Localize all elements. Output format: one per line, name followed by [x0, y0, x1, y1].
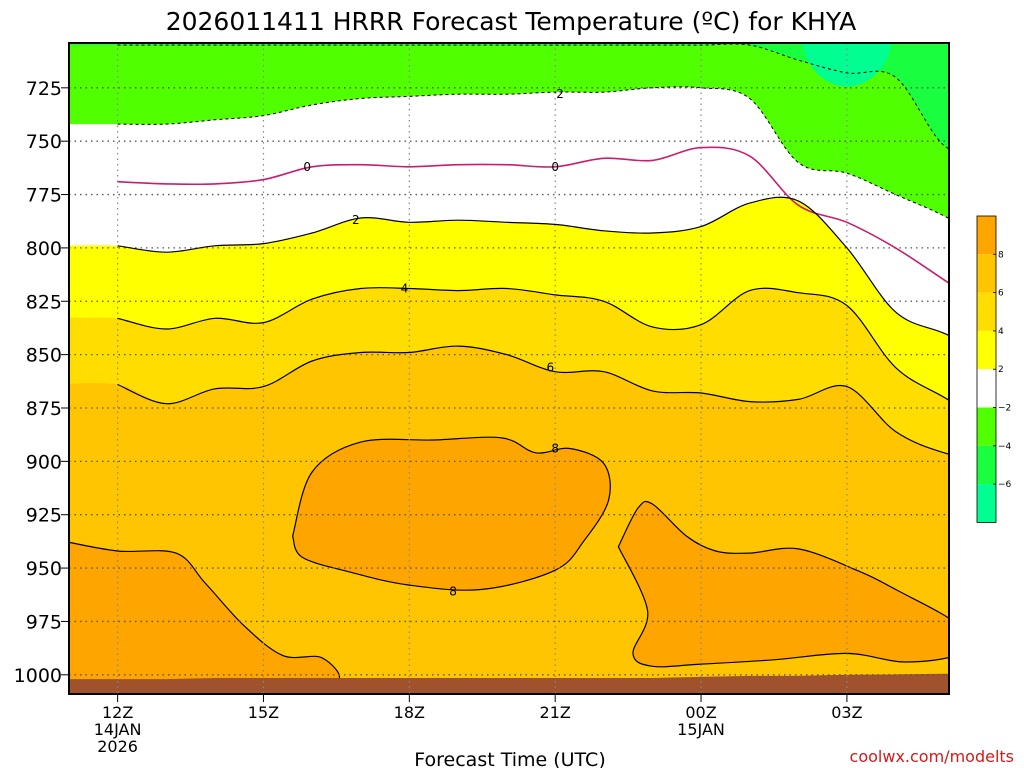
contour-label: 2 — [352, 213, 360, 227]
y-axis: 725 750 775 800 825 850 875 900 925 950 975 1000 — [14, 78, 69, 687]
x-tick-label: 14JAN — [94, 720, 142, 739]
colorbar-tick-label: 4 — [998, 327, 1004, 337]
x-axis-label: Forecast Time (UTC) — [414, 749, 605, 768]
isotherm-4 — [117, 287, 949, 401]
ground-surface — [69, 673, 949, 694]
x-tick-label: 15JAN — [677, 720, 725, 739]
colorbar-tick-label: −6 — [998, 480, 1012, 490]
colorbar-segment — [977, 254, 996, 293]
contour-label: 0 — [303, 160, 311, 174]
isotherm-minus4 — [117, 43, 949, 150]
isotherm-0 — [117, 146, 949, 285]
y-tick-label: 975 — [26, 611, 62, 633]
isotherm-minus2 — [117, 86, 949, 220]
x-tick-label: 15Z — [248, 703, 279, 722]
contour-label: 6 — [547, 360, 555, 374]
isotherm-6 — [117, 345, 949, 455]
y-tick-label: 825 — [26, 291, 62, 313]
colorbar-segment — [977, 369, 996, 408]
temperature-fill-layer — [69, 43, 949, 694]
x-tick-label: 03Z — [831, 703, 862, 722]
y-tick-label: 800 — [26, 238, 62, 260]
y-tick-label: 1000 — [14, 665, 62, 687]
x-tick-label: 18Z — [394, 703, 425, 722]
plot-frame — [68, 42, 950, 695]
y-tick-label: 925 — [26, 505, 62, 527]
band-minus2-to-2 — [69, 43, 949, 336]
contour-labels: 2 0 0 2 4 6 8 8 — [303, 87, 564, 599]
isotherm-lines — [117, 43, 949, 455]
x-tick-label: 21Z — [540, 703, 571, 722]
colorbar-legend: 8 6 4 2 −2 −4 −6 — [976, 215, 1012, 523]
colorbar-segment — [977, 216, 996, 255]
colorbar-tick-label: −4 — [998, 442, 1012, 452]
warm-pocket-midday — [291, 436, 611, 591]
x-tick-label: 00Z — [685, 703, 716, 722]
colorbar-segment — [977, 484, 996, 523]
colorbar-segment — [977, 292, 996, 331]
colorbar-tick-label: 2 — [998, 365, 1004, 375]
contour-label: 0 — [551, 160, 559, 174]
contour-label: 4 — [401, 281, 409, 295]
colorbar-tick-label: 8 — [998, 250, 1004, 260]
contour-label: 8 — [449, 585, 457, 599]
band-below-minus6 — [802, 43, 892, 87]
colorbar-segment — [977, 445, 996, 485]
y-tick-label: 750 — [26, 131, 62, 153]
colorbar-segment — [977, 407, 996, 446]
x-tick-label: 2026 — [97, 737, 138, 756]
chart-title: 2026011411 HRRR Forecast Temperature (ºC… — [166, 7, 857, 36]
isotherm-2 — [117, 196, 949, 337]
warm-pocket-evening — [617, 500, 949, 668]
x-tick-label: 12Z — [102, 703, 133, 722]
contour-label: 8 — [551, 442, 559, 456]
y-tick-label: 725 — [26, 78, 62, 100]
y-tick-label: 900 — [26, 451, 62, 473]
band-minus4-to-minus2 — [69, 43, 949, 219]
y-tick-label: 950 — [26, 558, 62, 580]
colorbar-segment — [977, 330, 996, 370]
colorbar-tick-label: 6 — [998, 289, 1004, 299]
y-tick-label: 775 — [26, 185, 62, 207]
gridlines — [69, 43, 949, 694]
contour-label: 2 — [556, 87, 564, 101]
y-tick-label: 850 — [26, 345, 62, 367]
credit-link[interactable]: coolwx.com/modelts — [850, 747, 1014, 766]
colorbar-tick-label: −2 — [998, 404, 1011, 414]
y-tick-label: 875 — [26, 398, 62, 420]
